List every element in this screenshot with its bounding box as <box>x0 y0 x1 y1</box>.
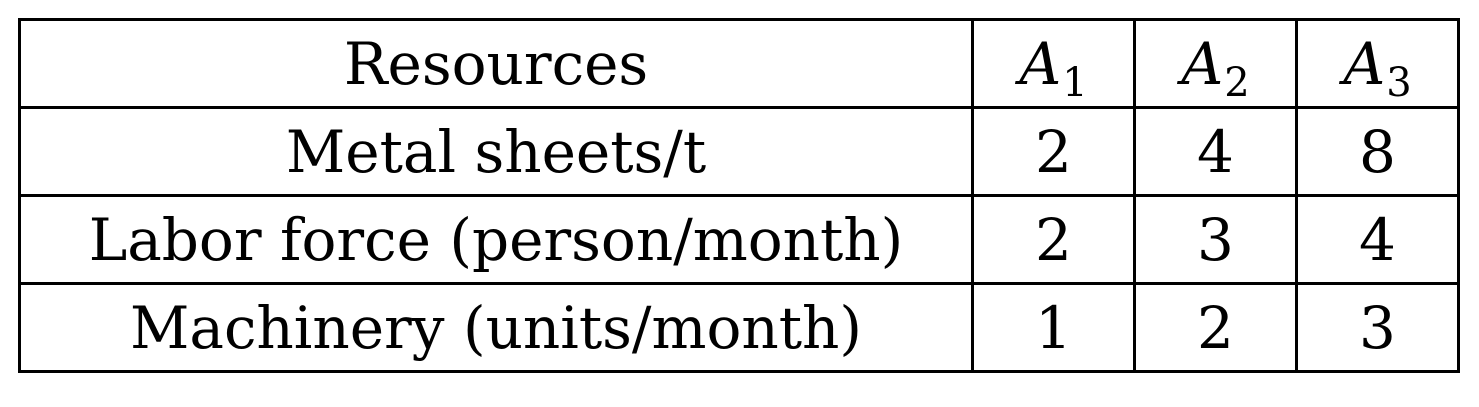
cell-labor-a3: 4 <box>1295 194 1460 285</box>
cell-machinery-a1: 1 <box>971 282 1136 373</box>
cell-metal-a3: 8 <box>1295 106 1460 197</box>
header-a1-var: A <box>1019 29 1062 98</box>
header-a1: A1 <box>971 18 1136 109</box>
row-label-machinery: Machinery (units/month) <box>18 282 974 373</box>
header-resources: Resources <box>18 18 974 109</box>
cell-machinery-a3: 3 <box>1295 282 1460 373</box>
cell-metal-a1: 2 <box>971 106 1136 197</box>
table-header-row: Resources A1 A2 A3 <box>18 18 1460 109</box>
cell-metal-a2: 4 <box>1133 106 1298 197</box>
row-label-labor-force: Labor force (person/month) <box>18 194 974 285</box>
cell-labor-a1: 2 <box>971 194 1136 285</box>
table-row: Labor force (person/month) 2 3 4 <box>18 194 1460 285</box>
header-a2-sub: 2 <box>1224 59 1250 106</box>
header-a3: A3 <box>1295 18 1460 109</box>
header-a2: A2 <box>1133 18 1298 109</box>
resources-table: Resources A1 A2 A3 Metal sheets/t 2 4 8 … <box>18 18 1460 373</box>
header-a3-sub: 3 <box>1386 59 1412 106</box>
table-row: Metal sheets/t 2 4 8 <box>18 106 1460 197</box>
row-label-metal-sheets: Metal sheets/t <box>18 106 974 197</box>
header-a3-var: A <box>1343 29 1386 98</box>
cell-machinery-a2: 2 <box>1133 282 1298 373</box>
cell-labor-a2: 3 <box>1133 194 1298 285</box>
header-a1-sub: 1 <box>1062 59 1088 106</box>
header-a2-var: A <box>1181 29 1224 98</box>
table-row: Machinery (units/month) 1 2 3 <box>18 282 1460 373</box>
